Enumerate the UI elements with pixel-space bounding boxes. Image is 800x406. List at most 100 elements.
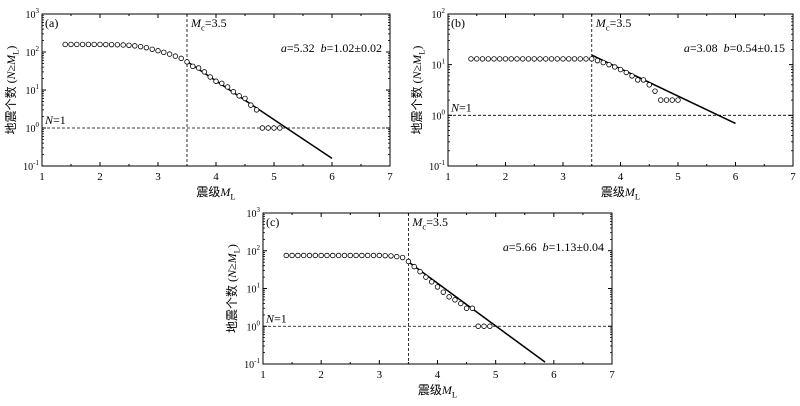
data-point <box>600 59 606 66</box>
n1-label: N=1 <box>265 311 287 325</box>
data-point <box>277 125 283 131</box>
data-point <box>669 97 675 103</box>
x-tick-label: 3 <box>377 369 383 381</box>
data-point <box>589 56 595 62</box>
y-tick-label: 103 <box>247 206 261 220</box>
data-point <box>479 56 486 62</box>
y-tick-label: 100 <box>432 108 446 122</box>
data-point <box>440 289 447 295</box>
data-point <box>265 125 271 131</box>
data-point <box>583 56 589 62</box>
data-point <box>365 252 371 259</box>
x-axis-label: 震级ML <box>601 185 640 202</box>
y-tick-label: 101 <box>247 282 261 296</box>
x-tick-label: 3 <box>155 171 161 183</box>
x-tick-label: 4 <box>435 369 441 381</box>
y-axis-label: 地震个数 (N≥ML) <box>224 244 242 333</box>
y-tick-label: 100 <box>247 319 261 333</box>
mc-label: Mc=3.5 <box>190 16 227 33</box>
data-point <box>481 323 487 329</box>
x-tick-label: 2 <box>503 171 509 183</box>
data-point <box>571 56 578 62</box>
data-point <box>554 56 560 62</box>
panel-label: (b) <box>451 16 465 30</box>
chart-panel-a: 1 2 3 4 5 6 7 10-1 100 101 102 103 (a) Mc=3.5 N=1 a=5.3… <box>3 7 393 202</box>
data-point <box>525 56 532 62</box>
data-point <box>161 49 167 56</box>
data-point <box>531 56 537 62</box>
data-point <box>382 252 388 259</box>
data-point <box>172 53 179 59</box>
data-point <box>399 254 406 261</box>
y-tick-label: 101 <box>432 58 446 72</box>
data-point <box>335 252 342 259</box>
y-tick-label: 10-1 <box>23 159 39 173</box>
data-point <box>143 44 150 51</box>
data-point <box>623 69 629 76</box>
x-axis-label: 震级ML <box>196 185 235 202</box>
mc-label: Mc=3.5 <box>411 215 448 232</box>
data-point <box>635 77 641 83</box>
data-point <box>120 42 126 48</box>
data-point <box>166 51 173 57</box>
data-point <box>207 74 213 80</box>
mc-label: Mc=3.5 <box>595 16 632 33</box>
data-point <box>566 56 572 62</box>
data-point <box>132 43 138 49</box>
data-point <box>259 125 266 131</box>
data-point <box>394 253 400 260</box>
data-point <box>434 284 441 290</box>
data-point <box>253 107 260 113</box>
data-point <box>411 263 417 270</box>
data-point <box>463 305 470 311</box>
y-tick-label: 102 <box>26 45 40 59</box>
data-point <box>675 97 681 103</box>
data-point <box>347 252 353 259</box>
data-point <box>126 42 132 49</box>
data-point <box>548 56 555 62</box>
data-point <box>446 294 452 300</box>
data-point <box>487 323 493 329</box>
fit-line <box>407 261 546 363</box>
n1-label: N=1 <box>44 113 66 127</box>
data-point <box>103 41 109 48</box>
data-point <box>341 252 348 259</box>
data-point <box>423 274 429 280</box>
data-point <box>155 48 161 54</box>
data-point <box>306 252 313 259</box>
data-point <box>236 93 242 99</box>
data-point <box>149 46 155 52</box>
data-point <box>514 56 520 62</box>
data-point <box>537 56 543 62</box>
data-point <box>137 43 144 50</box>
data-point <box>543 56 549 62</box>
plot-frame <box>447 13 794 167</box>
data-point <box>114 42 121 48</box>
data-point <box>184 59 190 65</box>
x-tick-label: 7 <box>387 171 393 183</box>
data-point <box>108 41 115 48</box>
n1-label: N=1 <box>450 100 472 114</box>
y-tick-label: 102 <box>247 244 261 258</box>
x-tick-label: 2 <box>318 369 324 381</box>
data-point <box>97 41 103 48</box>
data-point <box>594 57 601 64</box>
y-axis-label: 地震个数 (N≥ML) <box>409 46 427 135</box>
plot-frame <box>41 13 391 167</box>
data-point <box>405 258 412 265</box>
data-point <box>629 73 635 79</box>
y-tick-label: 101 <box>26 83 40 97</box>
data-point <box>190 63 196 70</box>
y-tick-label: 10-1 <box>429 159 445 173</box>
data-point <box>652 88 658 94</box>
y-tick-label: 100 <box>26 121 40 135</box>
x-tick-label: 6 <box>733 171 739 183</box>
x-tick-label: 5 <box>675 171 681 183</box>
x-tick-label: 1 <box>445 171 451 183</box>
data-point <box>312 252 319 259</box>
data-point <box>359 252 365 259</box>
data-point <box>68 41 74 48</box>
data-point <box>485 56 491 62</box>
data-point <box>376 252 383 259</box>
